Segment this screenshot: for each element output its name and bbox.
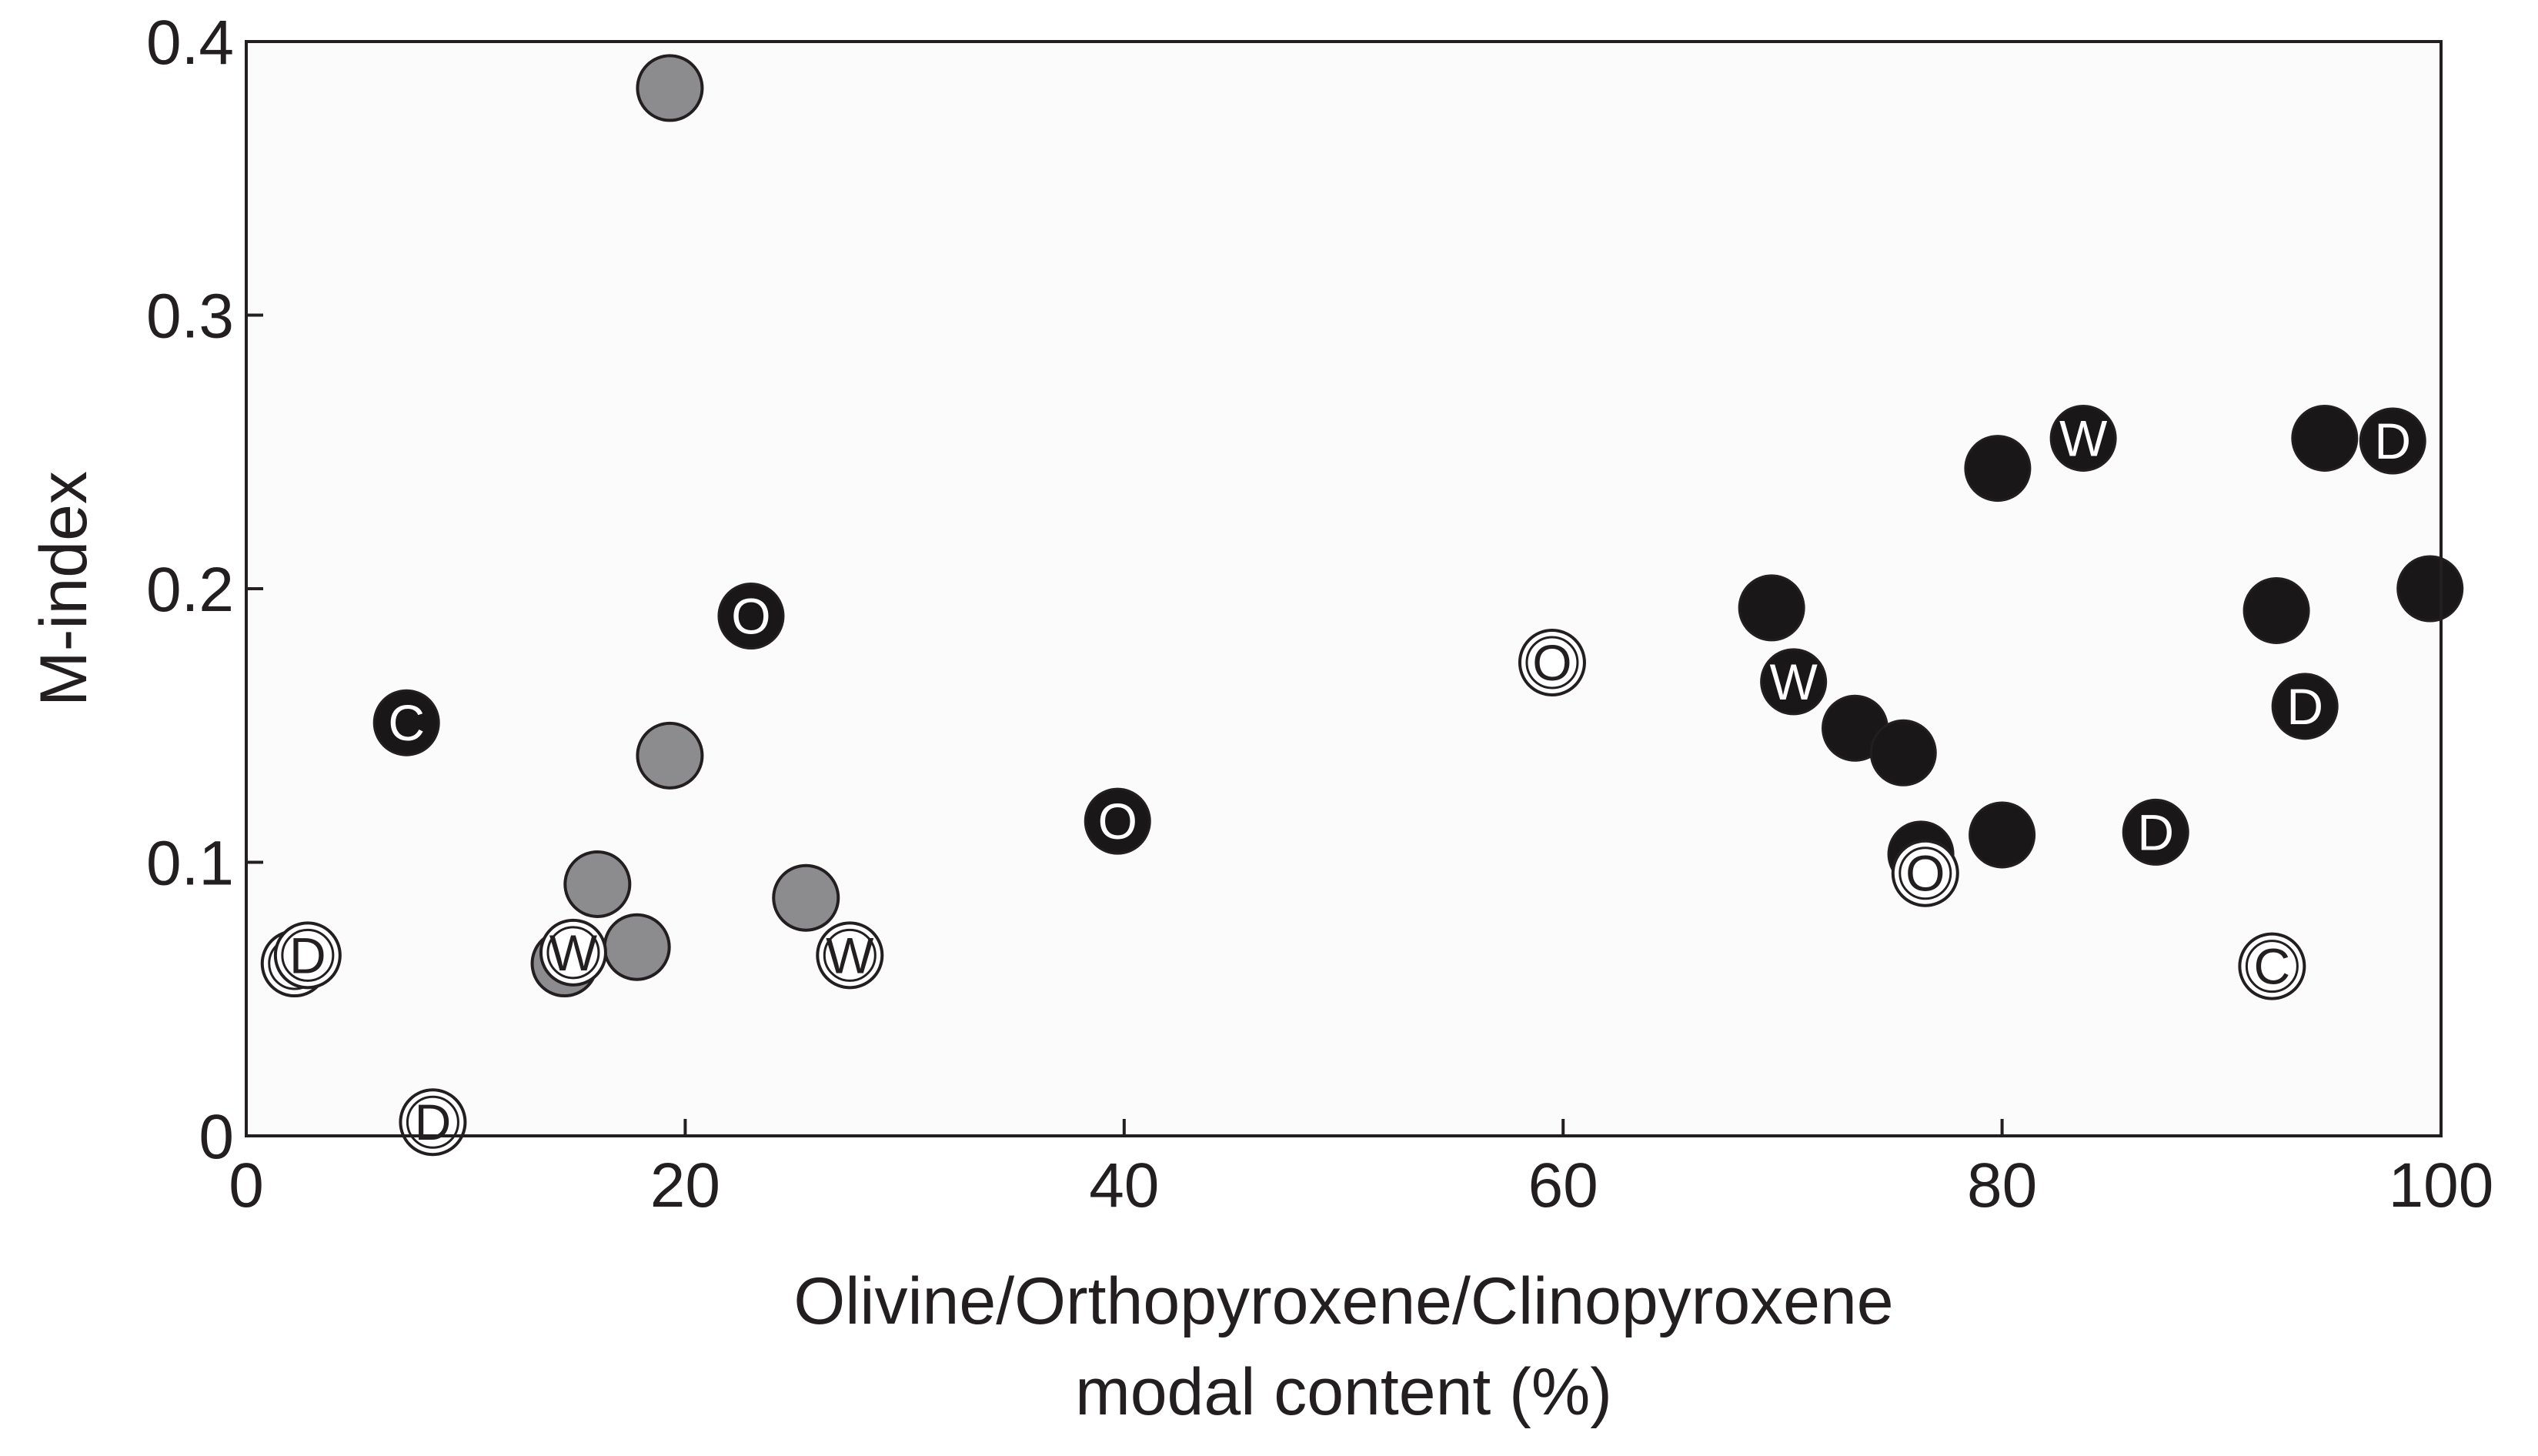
point-letter-label: W [826, 927, 874, 983]
point-marker [1084, 787, 1151, 855]
point-inner-ring [823, 928, 877, 982]
data-point-black: O [1084, 787, 1151, 855]
data-point-black: W [1760, 648, 1828, 716]
y-tick-label: 0.1 [146, 829, 234, 899]
data-point-gray [603, 913, 671, 981]
point-marker [399, 1088, 467, 1157]
data-point-black: W [2049, 404, 2117, 472]
x-tick-label: 20 [650, 1150, 720, 1221]
point-marker [2242, 576, 2310, 644]
point-marker [772, 863, 840, 932]
x-tick-label: 40 [1089, 1150, 1159, 1221]
point-marker [372, 689, 440, 756]
data-point-black: D [2271, 673, 2339, 740]
point-marker [717, 583, 785, 650]
point-marker [563, 850, 632, 918]
data-point-black: D [2122, 798, 2189, 866]
y-tick-label: 0.2 [146, 555, 234, 625]
data-point-white: O [1518, 628, 1586, 696]
data-point-white: D [273, 921, 342, 990]
point-marker [1738, 574, 1805, 642]
point-letter-label: D [2374, 412, 2411, 469]
x-tick-label: 0 [229, 1150, 264, 1221]
point-inner-ring [546, 926, 600, 980]
x-axis-title-line-1: Olivine/Orthopyroxene/Clinopyroxene [793, 1264, 1893, 1338]
point-letter-label: O [1098, 793, 1137, 850]
point-letter-label: C [2254, 938, 2291, 995]
data-point-black [2291, 404, 2359, 472]
point-letter-label: W [2059, 409, 2108, 466]
data-point-white: C [2238, 932, 2306, 1000]
point-marker [2238, 932, 2306, 1000]
point-marker [2271, 673, 2339, 740]
x-tick-label: 60 [1528, 1150, 1598, 1221]
data-point-black [2242, 576, 2310, 644]
point-marker [636, 721, 704, 790]
point-letter-label: O [731, 588, 770, 645]
y-tick-label: 0 [199, 1102, 234, 1172]
data-point-black: C [372, 689, 440, 756]
data-point-white: O [1891, 839, 1959, 907]
data-point-black [1964, 435, 2032, 503]
point-marker [1518, 628, 1586, 696]
data-point-black [1869, 719, 1937, 786]
data-point-white: W [539, 918, 607, 987]
x-axis-title-line-2: modal content (%) [1075, 1355, 1612, 1429]
data-point-gray [636, 721, 704, 790]
point-marker [2122, 798, 2189, 866]
data-point-white: D [399, 1088, 467, 1157]
point-letter-label: O [1905, 845, 1945, 902]
point-letter-label: D [289, 927, 326, 983]
point-marker [2396, 555, 2464, 623]
point-marker [273, 921, 342, 990]
point-inner-ring [281, 928, 335, 982]
point-letter-label: O [1532, 634, 1571, 691]
point-letter-label: D [2286, 678, 2323, 735]
y-axis-title: M-index [27, 471, 101, 706]
data-point-gray [636, 54, 704, 122]
y-tick-label: 0.4 [146, 8, 234, 78]
point-marker [603, 913, 671, 981]
data-point-black [1738, 574, 1805, 642]
data-point-gray [563, 850, 632, 918]
point-letter-label: D [2137, 803, 2174, 860]
point-letter-label: D [415, 1094, 452, 1150]
point-inner-ring [1525, 636, 1579, 690]
y-tick-label: 0.3 [146, 282, 234, 352]
data-point-black: D [2359, 407, 2426, 475]
point-marker [1760, 648, 1828, 716]
point-marker [816, 921, 884, 990]
point-inner-ring [1898, 847, 1952, 900]
point-inner-ring [406, 1095, 459, 1149]
point-marker [1891, 839, 1959, 907]
points-layer: D D C W W O O O W O W D C D D [260, 54, 2464, 1157]
point-letter-label: W [1770, 653, 1818, 710]
point-marker [1869, 719, 1937, 786]
point-marker [636, 54, 704, 122]
data-point-gray [772, 863, 840, 932]
x-tick-label: 100 [2389, 1150, 2494, 1221]
data-point-white: W [816, 921, 884, 990]
data-point-black [2396, 555, 2464, 623]
point-marker [1969, 801, 2036, 869]
data-point-black [1969, 801, 2036, 869]
point-marker [2049, 404, 2117, 472]
point-marker [2291, 404, 2359, 472]
point-letter-label: W [549, 924, 598, 981]
x-tick-label: 80 [1967, 1150, 2037, 1221]
data-point-black: O [717, 583, 785, 650]
point-inner-ring [2245, 940, 2299, 993]
x-axis: 0 20 40 60 80 100 [229, 1119, 2493, 1221]
point-marker [2359, 407, 2426, 475]
point-letter-label: C [388, 694, 425, 751]
point-marker [1964, 435, 2032, 503]
y-axis: 0 0.1 0.2 0.3 0.4 [146, 8, 263, 1172]
point-marker [539, 918, 607, 987]
